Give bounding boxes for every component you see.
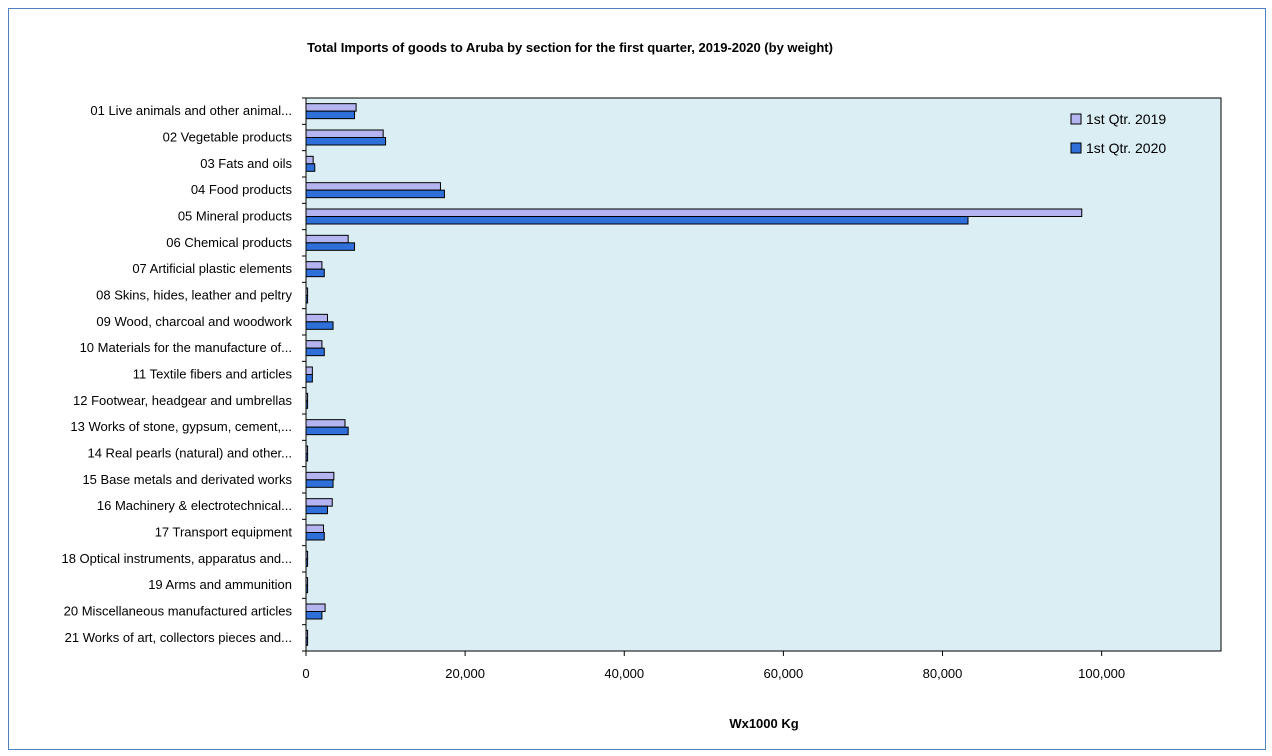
category-label: 11 Textile fibers and articles — [133, 367, 293, 382]
category-label: 17 Transport equipment — [155, 525, 293, 540]
x-tick-label: 100,000 — [1078, 666, 1125, 681]
bar — [305, 374, 313, 383]
bar — [305, 287, 309, 296]
category-label: 09 Wood, charcoal and woodwork — [96, 314, 292, 329]
x-tick-label: 60,000 — [764, 666, 804, 681]
category-label: 03 Fats and oils — [200, 156, 292, 171]
bar — [305, 419, 346, 428]
bar — [305, 216, 969, 225]
category-label: 15 Base metals and derivated works — [82, 472, 292, 487]
bar — [305, 603, 326, 612]
category-label: 21 Works of art, collectors pieces and..… — [65, 630, 292, 645]
bar — [305, 295, 309, 304]
bar — [305, 261, 323, 270]
category-label: 02 Vegetable products — [163, 130, 293, 145]
category-label: 07 Artificial plastic elements — [132, 261, 292, 276]
bar — [305, 163, 316, 172]
bar — [305, 242, 356, 251]
bar — [305, 577, 309, 586]
legend: 1st Qtr. 2019 1st Qtr. 2020 — [1070, 111, 1166, 156]
bar — [305, 611, 323, 620]
bar — [305, 366, 313, 375]
bar — [305, 182, 441, 191]
bar — [305, 340, 323, 349]
bar — [305, 155, 314, 165]
bar — [305, 426, 349, 436]
category-labels: 01 Live animals and other animal... 02 Ve… — [61, 103, 292, 645]
bar — [305, 400, 309, 409]
bar — [305, 392, 309, 402]
bars — [305, 103, 1083, 646]
bar — [305, 268, 325, 278]
category-label: 10 Materials for the manufacture of... — [80, 340, 292, 355]
category-label: 13 Works of stone, gypsum, cement,... — [70, 419, 292, 434]
bar — [305, 129, 384, 138]
bar — [305, 189, 445, 199]
x-tick-label: 20,000 — [445, 666, 485, 681]
category-label: 05 Mineral products — [178, 209, 293, 224]
bar — [305, 629, 309, 639]
bar — [305, 532, 325, 541]
category-label: 01 Live animals and other animal... — [90, 103, 292, 118]
bar — [305, 234, 349, 244]
legend-swatch — [1070, 142, 1082, 154]
bar — [305, 550, 309, 560]
legend-label: 1st Qtr. 2020 — [1086, 140, 1166, 156]
legend-label: 1st Qtr. 2019 — [1086, 111, 1166, 127]
category-label: 20 Miscellaneous manufactured articles — [64, 604, 293, 619]
bar — [305, 453, 309, 462]
category-label: 08 Skins, hides, leather and peltry — [96, 288, 292, 303]
category-label: 16 Machinery & electrotechnical... — [97, 498, 292, 513]
legend-swatch — [1070, 113, 1082, 125]
bar — [305, 445, 309, 454]
bar — [305, 110, 356, 120]
category-label: 14 Real pearls (natural) and other... — [87, 446, 292, 461]
bar — [305, 505, 328, 515]
bar — [305, 479, 334, 488]
bar — [305, 524, 325, 533]
bar — [305, 321, 334, 330]
bar — [305, 471, 335, 481]
category-label: 12 Footwear, headgear and umbrellas — [73, 393, 292, 408]
bar — [305, 103, 357, 112]
category-label: 19 Arms and ammunition — [148, 577, 292, 592]
chart-title: Total Imports of goods to Aruba by secti… — [307, 40, 833, 55]
plot-area — [305, 97, 1222, 652]
bar — [305, 313, 328, 323]
x-tick-label: 80,000 — [923, 666, 963, 681]
x-tick-label: 0 — [302, 666, 309, 681]
bar — [305, 498, 333, 507]
x-tick-label: 40,000 — [604, 666, 644, 681]
bar — [305, 584, 309, 594]
bar — [305, 208, 1083, 217]
category-label: 04 Food products — [191, 182, 293, 197]
x-axis-label: Wx1000 Kg — [729, 716, 798, 731]
category-label: 06 Chemical products — [166, 235, 292, 250]
bar — [305, 137, 387, 146]
y-tick-marks — [302, 97, 306, 652]
bar — [305, 637, 309, 646]
bar — [305, 558, 309, 567]
category-label: 18 Optical instruments, apparatus and... — [61, 551, 292, 566]
x-ticks: 0 20,000 40,000 60,000 80,000 100,000 — [302, 651, 1125, 681]
bar — [305, 347, 325, 357]
